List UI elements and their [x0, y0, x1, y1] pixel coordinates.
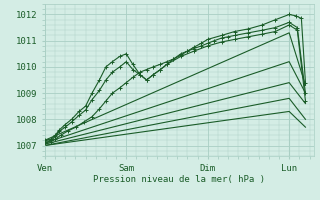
X-axis label: Pression niveau de la mer( hPa ): Pression niveau de la mer( hPa ) [93, 175, 265, 184]
